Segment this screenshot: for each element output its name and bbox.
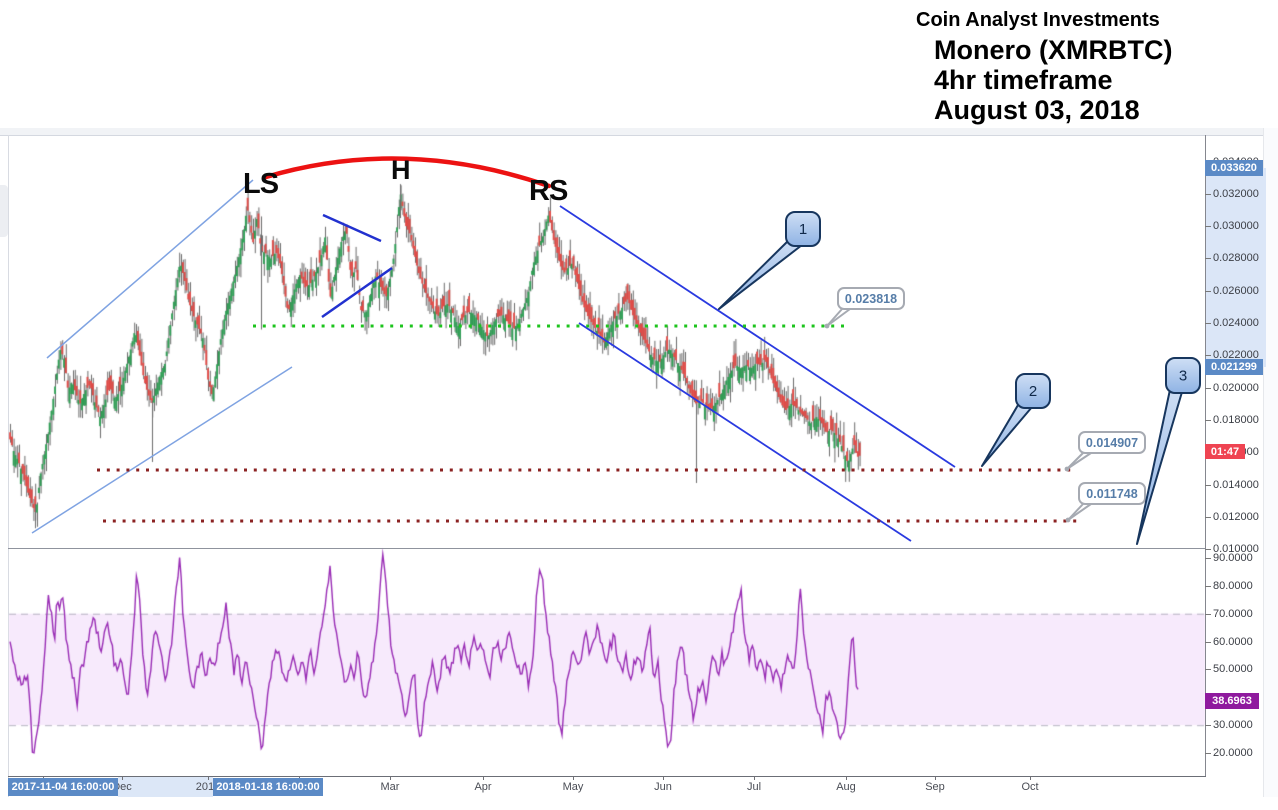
time-tick-mark [122,776,123,780]
price-tick-label: 0.020000 [1213,381,1259,394]
price-flag-label: 0.011748 [1086,487,1137,501]
bar-countdown-badge: 01:47 [1205,444,1245,459]
price-tick-mark [1205,484,1211,486]
time-tick-mark [1030,776,1031,780]
price-tick-label: 0.026000 [1213,284,1259,297]
head-and-shoulders-arc[interactable] [263,156,552,189]
oscillator-tick-label: 70.0000 [1213,607,1253,620]
time-tick-mark [483,776,484,780]
price-tick-mark [1205,516,1211,518]
price-tick-mark [1205,226,1211,228]
date-badge-start: 2017-11-04 16:00:00 [8,778,118,796]
time-tick-label: Mar [380,781,400,793]
callout-tail-2[interactable] [981,399,1033,467]
price-tick-label: 0.022000 [1213,349,1259,362]
price-badge-low: 0.021299 [1205,359,1263,375]
time-tick-mark [573,776,574,780]
price-tick-label: 0.010000 [1213,543,1259,556]
callout-label-2: 2 [1029,383,1037,400]
price-tick-mark [1205,258,1211,260]
price-tick-label: 0.012000 [1213,510,1259,523]
price-tick-mark [1205,419,1211,421]
price-flag-label: 0.014907 [1086,436,1138,450]
pattern-label-ls[interactable]: LS [243,168,279,200]
pattern-label-h[interactable]: H [391,155,410,185]
time-tick-mark [663,776,664,780]
oscillator-tick-label: 50.0000 [1213,663,1253,676]
flag-leader [1067,503,1092,521]
oscillator-tick-mark [1205,613,1211,615]
time-tick-mark [846,776,847,780]
price-tick-label: 0.028000 [1213,252,1259,265]
time-tick-label: Sep [925,781,945,793]
callout-label-1: 1 [799,221,807,238]
callout-3[interactable] [1165,357,1201,394]
price-tick-mark [1205,355,1211,357]
flag-anchor-dot [824,323,830,329]
price-tick-mark [1205,193,1211,195]
oscillator-tick-label: 60.0000 [1213,635,1253,648]
time-tick-label: Apr [474,781,492,793]
price-tick-label: 0.018000 [1213,413,1259,426]
price-flag-0.011748[interactable] [1078,482,1146,505]
callout-tail-1[interactable] [718,237,803,310]
price-tick-label: 0.024000 [1213,317,1259,330]
time-tick-label: May [562,781,584,793]
price-tick-mark [1205,549,1211,551]
oscillator-value-badge: 38.6963 [1205,693,1259,709]
price-tick-mark [1205,387,1211,389]
flag-anchor-dot [1065,517,1071,523]
oscillator-tick-mark [1205,585,1211,587]
oscillator-tick-label: 80.0000 [1213,579,1253,592]
price-flag-label: 0.023818 [845,292,897,306]
time-tick-mark [754,776,755,780]
pennant-line-2[interactable] [321,266,393,319]
descending-channel-line-2[interactable] [578,322,912,542]
oscillator-tick-mark [1205,725,1211,727]
time-tick-label: Jun [654,781,672,793]
time-tick-mark [208,776,209,780]
ascending-channel-line-1[interactable] [46,179,254,359]
pennant-line-1[interactable] [322,213,382,243]
oscillator-tick-label: 30.0000 [1213,719,1253,732]
time-tick-mark [935,776,936,780]
oscillator-tick-mark [1205,669,1211,671]
price-tick-label: 0.014000 [1213,478,1259,491]
callout-2[interactable] [1015,373,1051,409]
callout-tail-3[interactable] [1136,384,1183,545]
price-flag-0.014907[interactable] [1078,431,1146,454]
callout-1[interactable] [785,211,821,247]
time-tick-label: Oct [1021,781,1039,793]
oscillator-tick-label: 20.0000 [1213,747,1253,760]
price-tick-mark [1205,323,1211,325]
flag-anchor-dot [1064,466,1070,472]
pane-separator[interactable] [8,548,1206,549]
oscillator-tick-label: 90.0000 [1213,552,1253,564]
descending-channel-line-1[interactable] [559,205,956,468]
price-tick-label: 0.032000 [1213,187,1259,200]
oscillator-tick-mark [1205,641,1211,643]
callout-label-3: 3 [1179,368,1187,385]
time-tick-mark [390,776,391,780]
price-tick-mark [1205,290,1211,292]
time-tick-label: Aug [836,781,856,793]
flag-leader [1066,452,1092,470]
date-badge-end: 2018-01-18 16:00:00 [213,778,323,796]
price-tick-label: 0.030000 [1213,220,1259,233]
ascending-channel-line-2[interactable] [31,366,293,534]
oscillator-tick-mark [1205,558,1211,559]
pattern-label-rs[interactable]: RS [529,175,568,207]
flag-leader [826,308,851,327]
price-flag-0.023818[interactable] [837,287,905,310]
time-tick-label: Jul [746,781,762,793]
price-badge-high: 0.033620 [1205,160,1263,176]
oscillator-tick-mark [1205,753,1211,755]
time-axis-border [8,776,1206,777]
